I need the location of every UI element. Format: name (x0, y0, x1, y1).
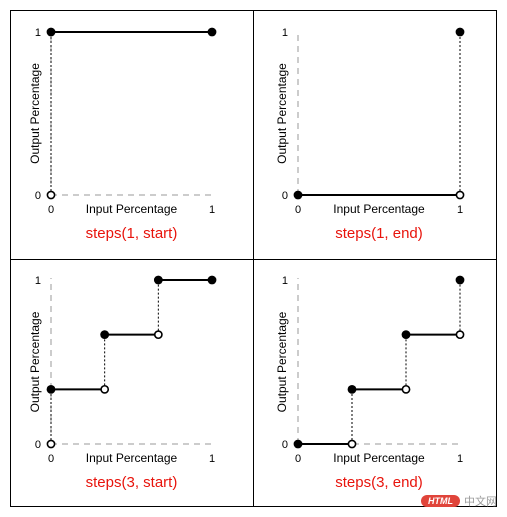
filled-point (46, 384, 56, 394)
site-watermark: HTML 中文网 (421, 493, 497, 509)
open-point (401, 384, 411, 394)
y-tick-label: 0 (35, 190, 41, 202)
chart-caption: steps(1, end) (335, 225, 423, 242)
open-point (46, 190, 56, 200)
y-axis-title: Output Percentage (275, 311, 289, 412)
filled-point (455, 27, 465, 37)
y-tick-label: 0 (35, 439, 41, 451)
x-tick-label: 1 (209, 453, 215, 465)
watermark-text: 中文网 (464, 496, 497, 508)
open-point (100, 384, 110, 394)
y-axis-title: Output Percentage (28, 311, 42, 412)
y-tick-label: 1 (35, 27, 41, 39)
y-tick-label: 1 (282, 275, 288, 287)
x-axis-title: Input Percentage (333, 202, 425, 216)
open-point (455, 330, 465, 340)
chart-panel-2: 0 1 0 1 Input Percentage Output Percentage ste… (275, 27, 465, 242)
y-axis-title: Output Percentage (28, 63, 42, 164)
filled-point (207, 27, 217, 37)
filled-point (207, 275, 217, 285)
y-axis-title: Output Percentage (275, 63, 289, 164)
y-tick-label: 1 (35, 275, 41, 287)
chart-panel-4: 0 1 0 1 Input Percentage Output Percentage ste… (275, 275, 465, 491)
x-tick-label: 1 (457, 204, 463, 216)
y-tick-label: 0 (282, 439, 288, 451)
open-point (455, 190, 465, 200)
y-tick-label: 1 (282, 27, 288, 39)
x-tick-label: 1 (209, 204, 215, 216)
open-point (46, 439, 56, 449)
filled-point (293, 190, 303, 200)
x-tick-label: 0 (295, 204, 301, 216)
filled-point (100, 330, 110, 340)
filled-point (455, 275, 465, 285)
chart-panel-3: 0 1 0 1 Input Percentage Output Percentage ste… (28, 275, 217, 491)
x-tick-label: 0 (295, 453, 301, 465)
open-point (153, 330, 163, 340)
filled-point (401, 330, 411, 340)
chart-caption: steps(1, start) (86, 225, 178, 242)
chart-caption: steps(3, start) (86, 474, 178, 491)
y-tick-label: 0 (282, 190, 288, 202)
x-axis-title: Input Percentage (86, 451, 178, 465)
open-point (347, 439, 357, 449)
filled-point (293, 439, 303, 449)
x-tick-label: 0 (48, 453, 54, 465)
x-tick-label: 0 (48, 204, 54, 216)
filled-point (46, 27, 56, 37)
filled-point (347, 384, 357, 394)
watermark-badge: HTML (421, 495, 460, 507)
chart-caption: steps(3, end) (335, 474, 423, 491)
x-axis-title: Input Percentage (333, 451, 425, 465)
x-axis-title: Input Percentage (86, 202, 178, 216)
chart-panel-1: 0 1 0 1 Input Percentage Output Percentage ste… (28, 27, 217, 242)
x-tick-label: 1 (457, 453, 463, 465)
filled-point (153, 275, 163, 285)
